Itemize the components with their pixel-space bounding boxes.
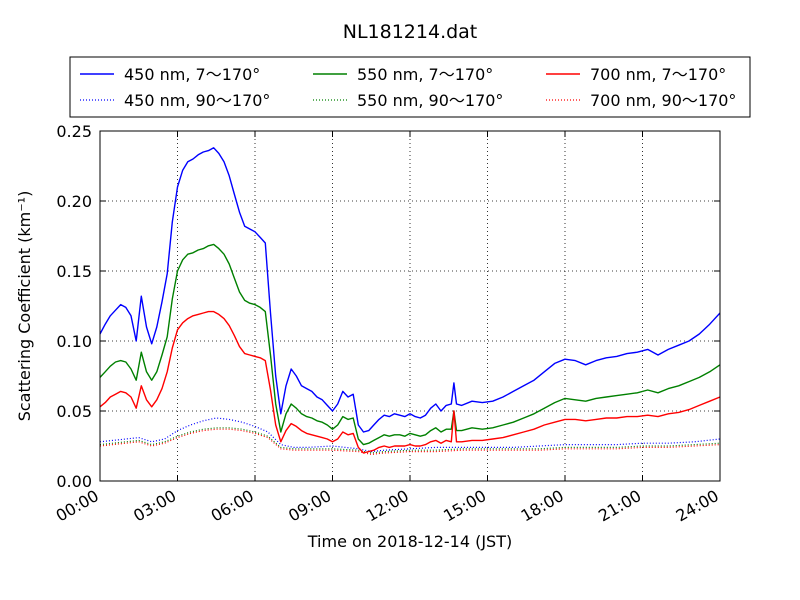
y-tick-label: 0.15 (56, 262, 92, 281)
y-tick-label: 0.20 (56, 192, 92, 211)
legend-box (69, 56, 751, 118)
legend-label-0: 450 nm, 7～170° (124, 65, 260, 84)
series-line-1 (99, 243, 721, 446)
legend-label-2: 700 nm, 7～170° (590, 65, 726, 84)
y-tick-label: 0.05 (56, 402, 92, 421)
x-tick-label: 06:00 (208, 486, 257, 526)
y-tick-label: 0.25 (56, 122, 92, 141)
legend: 450 nm, 7～170° 550 nm, 7～170° 700 nm, 7～17… (69, 56, 751, 118)
y-axis: 0.00 0.05 0.10 0.15 0.20 0.25 (56, 122, 720, 491)
y-tick-label: 0.10 (56, 332, 92, 351)
x-tick-label: 24:00 (673, 486, 722, 526)
series-line-4 (99, 427, 721, 454)
y-axis-label: Scattering Coefficient (km⁻¹) (15, 191, 34, 422)
series-line-2 (99, 310, 721, 454)
legend-label-1: 550 nm, 7～170° (357, 65, 493, 84)
x-tick-label: 21:00 (595, 486, 644, 526)
x-tick-label: 09:00 (285, 486, 334, 526)
legend-label-5: 700 nm, 90～170° (590, 91, 736, 110)
x-tick-label: 00:00 (53, 486, 102, 526)
x-tick-label: 12:00 (363, 486, 412, 526)
x-axis-label: Time on 2018-12-14 (JST) (307, 532, 512, 551)
legend-label-4: 550 nm, 90～170° (357, 91, 503, 110)
x-tick-label: 18:00 (518, 486, 567, 526)
y-tick-label: 0.00 (56, 472, 92, 491)
series-line-5 (99, 428, 721, 455)
x-tick-label: 03:00 (130, 486, 179, 526)
chart-title: NL181214.dat (343, 21, 478, 43)
series-line-0 (99, 147, 721, 433)
series-layer (99, 147, 721, 455)
x-tick-label: 15:00 (440, 486, 489, 526)
grid (100, 131, 720, 481)
x-axis: 00:00 03:00 06:00 09:00 12:00 15:00 18:00 21:00… (53, 131, 722, 526)
legend-label-3: 450 nm, 90～170° (124, 91, 270, 110)
series-line-3 (99, 417, 721, 453)
